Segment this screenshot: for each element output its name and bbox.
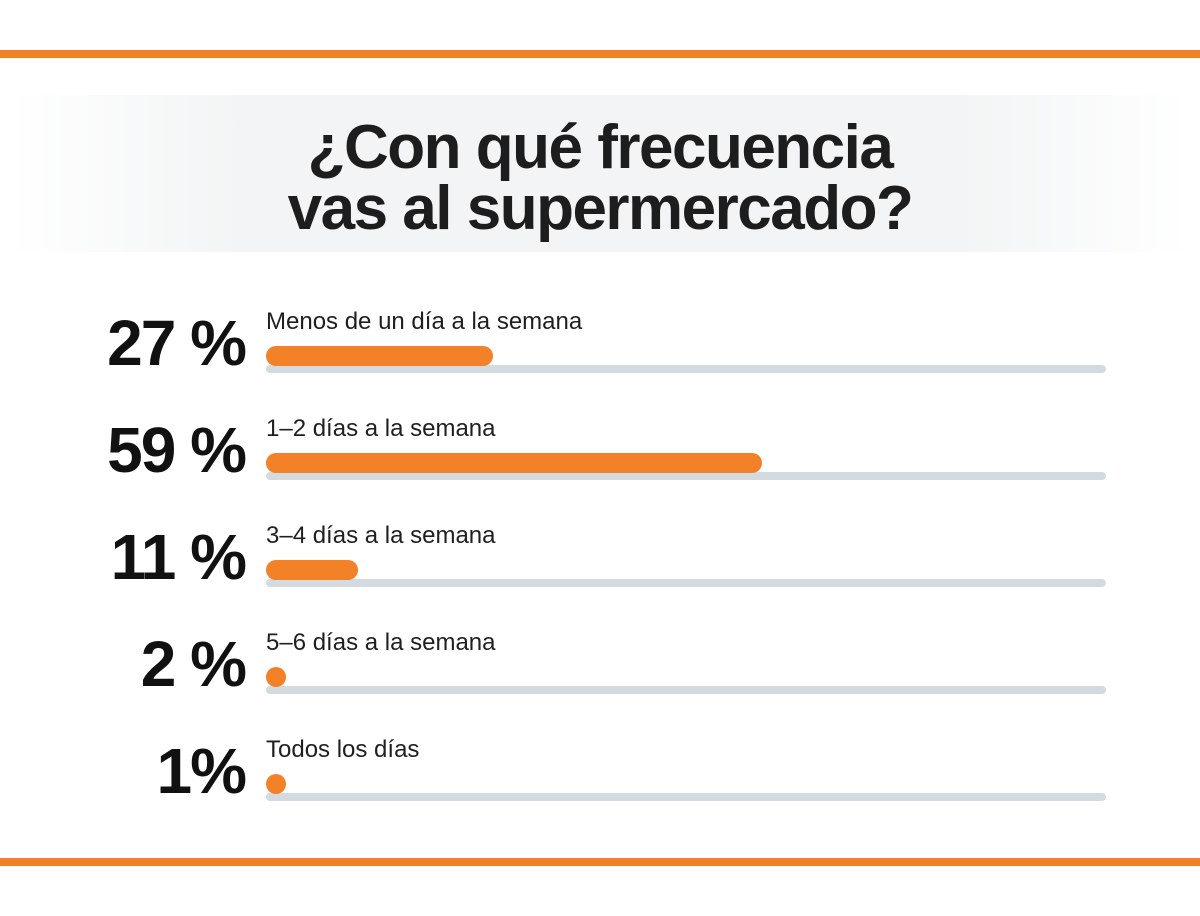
bar-zone <box>266 452 1106 480</box>
value-label: 1% <box>156 735 248 807</box>
bar-fill <box>266 346 493 366</box>
bar-track <box>266 365 1106 373</box>
chart-row: 2 % 5–6 días a la semana <box>0 628 1200 706</box>
page-title-line-1: ¿Con qué frecuencia <box>307 112 894 182</box>
bar-zone <box>266 559 1106 587</box>
bottom-border <box>0 858 1200 866</box>
chart-row: 1% Todos los días <box>0 735 1200 813</box>
chart-row: 27 % Menos de un día a la semana <box>0 307 1200 385</box>
value-label: 11 % <box>110 521 247 593</box>
title-banner: ¿Con qué frecuencia vas al supermercado? <box>10 95 1190 252</box>
page-title-line-2: vas al supermercado? <box>287 173 914 243</box>
bar-fill <box>266 453 762 473</box>
bar-zone <box>266 345 1106 373</box>
bar-track <box>266 793 1106 801</box>
value-label: 27 % <box>107 307 247 379</box>
chart-row: 59 % 1–2 días a la semana <box>0 414 1200 492</box>
top-border <box>0 50 1200 58</box>
category-label: Todos los días <box>266 736 420 763</box>
category-label: 1–2 días a la semana <box>266 415 496 442</box>
chart-row: 11 % 3–4 días a la semana <box>0 521 1200 599</box>
category-label: Menos de un día a la semana <box>266 308 583 335</box>
bar-track <box>266 686 1106 694</box>
bar-zone <box>266 773 1106 801</box>
bar-fill <box>266 667 286 687</box>
bar-fill <box>266 560 358 580</box>
bar-zone <box>266 666 1106 694</box>
category-label: 3–4 días a la semana <box>266 522 496 549</box>
bar-fill <box>266 774 286 794</box>
bar-track <box>266 472 1106 480</box>
bar-track <box>266 579 1106 587</box>
category-label: 5–6 días a la semana <box>266 629 496 656</box>
bar-chart: 27 % Menos de un día a la semana 59 % 1–… <box>0 307 1200 813</box>
value-label: 59 % <box>107 414 247 486</box>
value-label: 2 % <box>140 628 247 700</box>
